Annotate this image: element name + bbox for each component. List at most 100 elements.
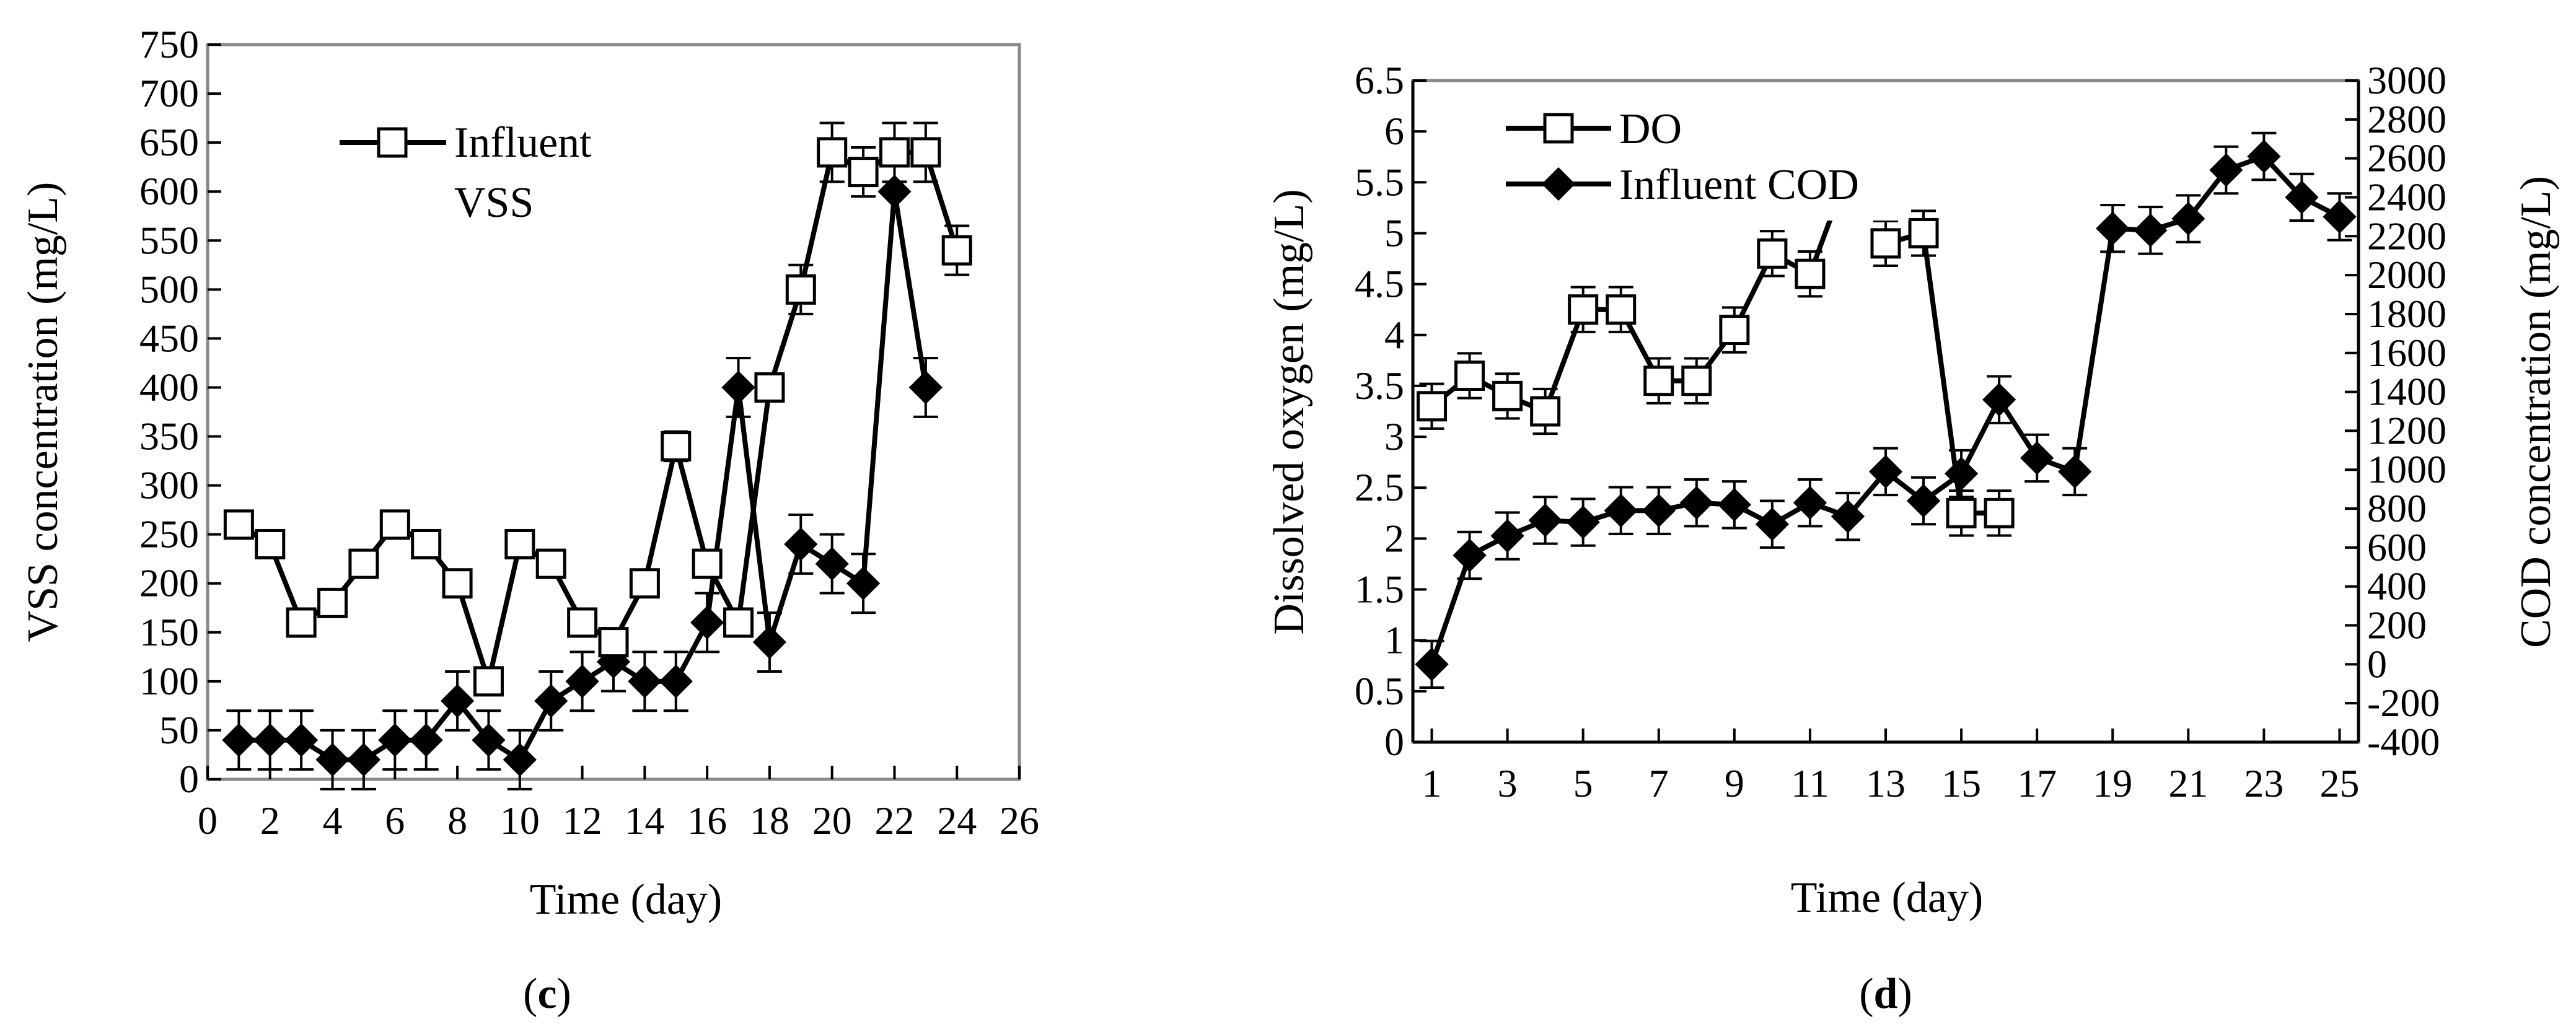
panel-c-vss-point (440, 684, 475, 718)
panel-d-y-right-tick-label: 0 (2367, 642, 2387, 686)
panel-c-influent-point (723, 607, 754, 638)
panel-c-legend-label-1: Influent (454, 119, 592, 167)
panel-d-y-left-tick-label: 1.5 (1355, 567, 1404, 611)
panel-c-influent-point (255, 528, 286, 559)
panel-d-y-right-tick-label: 1800 (2367, 292, 2446, 336)
panel-c-y-tick-label: 350 (139, 414, 199, 458)
panel-d-cod-point (1755, 507, 1790, 541)
panel-d-x-tick-label: 7 (1649, 761, 1669, 805)
panel-c-x-tick-label: 8 (447, 799, 467, 842)
panel-d-y-right-tick-label: 200 (2367, 603, 2427, 647)
panel-c-y-tick-label: 400 (139, 365, 199, 409)
panel-c-vss-point (284, 723, 319, 757)
panel-d-y-right-tick-label: 1000 (2367, 447, 2446, 491)
panel-c-vss-point (315, 743, 349, 777)
panel-c-x-tick-label: 24 (937, 799, 977, 842)
panel-d-cod-point (1831, 499, 1865, 533)
panel-d-y-ticks-right: -400-20002004006008001000120014001600180… (2345, 58, 2446, 764)
panel-d-x-axis-title: Time (day) (1791, 874, 1983, 922)
panel-d-cod-point (2285, 180, 2319, 214)
panel-d-cod-point (1415, 647, 1449, 681)
panel-c-influent-point (817, 137, 848, 168)
panel-c-x-tick-label: 22 (874, 799, 914, 842)
panel-c-influent-point (348, 548, 379, 579)
panel-d-cod-point (1453, 538, 1487, 572)
panel-d-y-right-tick-label: -400 (2367, 720, 2440, 764)
panel-c-influent-point (442, 568, 473, 599)
panel-c-vss-point (628, 664, 662, 698)
panel-c-influent-point (317, 587, 348, 618)
panel-d-cod-point (2323, 199, 2357, 234)
panel-d-x-tick-label: 13 (1866, 761, 1906, 805)
panel-c-vss-point (752, 625, 787, 659)
panel-c-x-tick-label: 26 (1000, 799, 1039, 842)
panel-d-legend: DO Influent COD (1506, 105, 1859, 209)
panel-c-label: (c) (523, 970, 571, 1018)
panel-d-cod-point (1717, 488, 1751, 522)
panel-c-y-tick-label: 50 (159, 708, 199, 752)
panel-c-influent-point (661, 431, 692, 462)
panel-d-chart: 00.511.522.533.544.555.566.5 -400-200020… (1265, 58, 2560, 1018)
panel-d-x-tick-label: 15 (1941, 761, 1981, 805)
panel-c-y-ticks: 0 50 100 150 200 250 300 350 400 450 500 550 600 650 7… (139, 22, 221, 801)
panel-c-x-ticks: 0 2 4 6 8 10 12 14 16 18 20 22 24 26 (198, 766, 1039, 842)
panel-c-x-tick-label: 20 (812, 799, 852, 842)
panel-d-label: (d) (1859, 970, 1912, 1018)
panel-d-x-ticks: 1 3 5 7 9 11 13 15 17 19 21 23 25 (1422, 729, 2359, 805)
panel-d-x-tick-label: 3 (1498, 761, 1518, 805)
panel-d-do-point (1757, 238, 1788, 269)
panel-d-cod-point (1793, 486, 1827, 520)
panel-c-vss-point (409, 723, 443, 757)
panel-c-x-tick-label: 14 (625, 799, 664, 842)
panel-c-influent-point (598, 627, 629, 658)
panel-d-x-tick-label: 19 (2093, 761, 2132, 805)
panel-d-cod-point (2020, 441, 2054, 475)
panel-d-y-axis-title-left: Dissolved oxygen (mg/L) (1265, 189, 1313, 634)
panel-c-label-letter: c (537, 970, 556, 1018)
panel-c-vss-point (565, 664, 599, 698)
panel-d-do-point (1568, 294, 1599, 325)
panel-d-x-tick-label: 21 (2168, 761, 2208, 805)
panel-d-y-left-tick-label: 6 (1384, 109, 1404, 153)
panel-d-y-ticks-left: 0 0.5 1 1.5 2 2.5 3 3.5 4 4.5 5 5.5 6 6.5 (1355, 58, 1426, 764)
panel-d-cod-point (2209, 153, 2243, 187)
panel-d-do-point (1417, 391, 1448, 422)
panel-d-legend-label-do: DO (1619, 105, 1682, 153)
panel-c-vss-point (378, 723, 412, 757)
panel-d-label-letter: d (1874, 970, 1898, 1018)
panel-d-y-left-tick-label: 1 (1384, 618, 1404, 662)
panel-c-influent-point (910, 137, 941, 168)
panel-c-influent-point (286, 607, 317, 638)
panel-c-y-tick-label: 300 (139, 463, 199, 507)
panel-d-cod-point (2247, 139, 2281, 173)
panel-c-y-tick-label: 550 (139, 218, 199, 262)
panel-d-y-right-tick-label: -200 (2367, 681, 2440, 725)
panel-d-y-right-tick-label: 600 (2367, 525, 2427, 569)
panel-c-influent-point (941, 235, 972, 266)
panel-d-cod-point (1528, 503, 1562, 538)
panel-c-vss-point (690, 605, 724, 640)
panel-d-x-tick-label: 5 (1573, 761, 1593, 805)
panel-d-cod-point (1490, 519, 1524, 553)
panel-d-do-point (1492, 380, 1523, 411)
panel-d-cod-point (1642, 494, 1676, 528)
panel-c-influent-point (411, 528, 442, 559)
panel-c-x-tick-label: 10 (500, 799, 540, 842)
panel-d-x-tick-label: 11 (1791, 761, 1829, 805)
panel-d-do-point (1454, 360, 1485, 391)
panel-c-vss-point (346, 743, 381, 777)
panel-d-do-point (1530, 396, 1561, 427)
panel-d-cod-point (2058, 455, 2092, 489)
panel-d-y-right-tick-label: 2400 (2367, 175, 2446, 219)
panel-d-y-right-tick-label: 2200 (2367, 214, 2446, 258)
panel-d-cod-point (1566, 505, 1600, 540)
panel-c-vss-point (659, 664, 693, 698)
panel-c-y-tick-label: 100 (139, 659, 199, 703)
panel-d-y-right-tick-label: 400 (2367, 564, 2427, 608)
panel-d-cod-point (1868, 455, 1903, 489)
panel-d-do-point (1870, 228, 1901, 259)
panel-d-y-right-tick-label: 2000 (2367, 253, 2446, 297)
panel-c-vss-point (784, 527, 818, 561)
panel-c-y-tick-label: 600 (139, 169, 199, 213)
